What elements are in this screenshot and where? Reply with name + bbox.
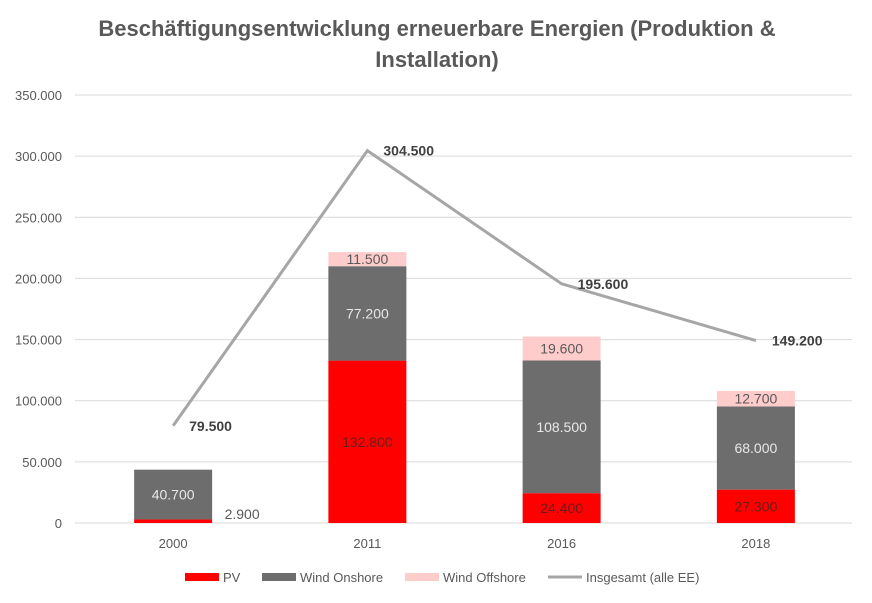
y-tick-label: 300.000 — [15, 149, 62, 164]
legend-label: PV — [223, 570, 241, 585]
y-tick-label: 100.000 — [15, 394, 62, 409]
bar-wind-offshore — [522, 336, 601, 361]
legend-label: Insgesamt (alle EE) — [586, 570, 699, 585]
bar-pv — [328, 360, 407, 523]
y-tick-label: 250.000 — [15, 210, 62, 225]
x-tick-label: 2018 — [741, 536, 770, 551]
data-label: 40.700 — [152, 487, 195, 503]
data-label: 24.400 — [540, 500, 583, 516]
data-label: 2.900 — [225, 506, 260, 522]
y-tick-label: 150.000 — [15, 333, 62, 348]
legend-label: Wind Onshore — [300, 570, 383, 585]
x-tick-label: 2011 — [353, 536, 381, 551]
line-insgesamt — [171, 148, 757, 427]
data-label: 11.500 — [346, 251, 388, 267]
y-tick-label: 50.000 — [22, 455, 62, 470]
data-label: 12.700 — [734, 391, 777, 407]
bar-pv — [522, 493, 601, 523]
legend-swatch — [185, 573, 219, 581]
chart-title-line-1: Beschäftigungsentwicklung erneuerbare En… — [98, 16, 775, 41]
bar-pv — [134, 519, 213, 523]
data-label: 108.500 — [536, 419, 587, 435]
data-label: 19.600 — [540, 340, 583, 356]
y-tick-label: 350.000 — [15, 88, 62, 103]
bar-wind-offshore — [328, 252, 407, 267]
bar-wind-onshore — [134, 469, 213, 520]
bar-wind-onshore — [328, 266, 407, 361]
data-label: 132.800 — [342, 434, 393, 450]
bar-wind-offshore — [716, 390, 795, 407]
chart-title-line-2: Installation) — [375, 47, 498, 72]
total-label: 304.500 — [383, 143, 434, 159]
data-label: 77.200 — [346, 305, 389, 321]
legend-swatch — [262, 573, 296, 581]
data-label: 68.000 — [734, 440, 777, 456]
data-label: 27.300 — [734, 498, 777, 514]
bar-wind-onshore — [716, 406, 795, 490]
bar-wind-onshore — [522, 360, 601, 494]
total-label: 149.200 — [772, 333, 823, 349]
legend-swatch — [405, 573, 439, 581]
bar-pv — [716, 489, 795, 523]
total-label: 195.600 — [578, 276, 629, 292]
total-label: 79.500 — [189, 418, 232, 434]
x-tick-label: 2016 — [547, 536, 576, 551]
x-tick-label: 2000 — [159, 536, 188, 551]
legend-label: Wind Offshore — [443, 570, 526, 585]
y-tick-label: 200.000 — [15, 271, 62, 286]
y-tick-label: 0 — [55, 516, 62, 531]
